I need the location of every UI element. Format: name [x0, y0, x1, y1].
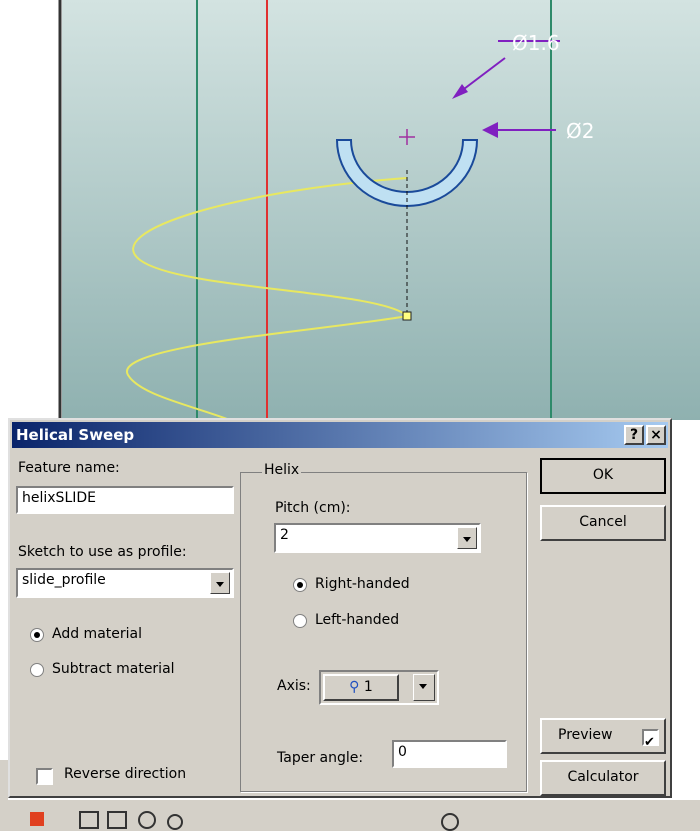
checkbox[interactable] — [642, 728, 659, 758]
center-mark — [399, 129, 415, 145]
label: Taper angle: — [277, 750, 364, 766]
start-point — [402, 311, 412, 321]
dropdown-value: 2 — [280, 527, 289, 543]
close-button[interactable]: × — [646, 425, 666, 445]
dialog-title: Helical Sweep — [16, 426, 135, 444]
axis-value: 1 — [363, 679, 373, 695]
text-input[interactable]: helixSLIDE — [16, 486, 234, 514]
label: Add material — [52, 626, 142, 642]
graphics-area — [62, 0, 700, 420]
radio-button[interactable] — [293, 614, 307, 628]
label: Sketch to use as profile: — [18, 544, 187, 560]
dimension: Ø2 — [566, 119, 594, 143]
dialog: Helical Sweep ? × Feature name: helixSLI… — [8, 418, 672, 798]
label: Pitch (cm): — [275, 500, 351, 516]
label: Subtract material — [52, 661, 175, 677]
button-label: Preview — [558, 727, 613, 743]
helix-curve — [126, 177, 410, 421]
dropdown-value: slide_profile — [22, 572, 106, 588]
calculator-button[interactable]: Calculator — [540, 760, 666, 796]
checkbox[interactable] — [36, 768, 53, 785]
radio-button[interactable] — [293, 578, 307, 592]
title-bar: Helical Sweep ? × — [12, 422, 668, 448]
axis-button[interactable]: ⚲ 1 — [323, 674, 399, 701]
preview-button[interactable]: Preview — [540, 718, 666, 758]
label: Reverse direction — [64, 766, 187, 782]
toolbar — [0, 800, 700, 831]
dropdown[interactable]: slide_profile — [16, 568, 234, 598]
text-input[interactable]: 0 — [392, 740, 507, 768]
axis-selector[interactable]: ⚲ 1 — [319, 670, 439, 705]
radio-button[interactable] — [30, 628, 44, 642]
ok-button[interactable]: OK — [540, 458, 666, 494]
group-title: Helix — [262, 462, 302, 478]
label: Feature name: — [18, 460, 120, 476]
dimension: Ø1.6 — [512, 31, 560, 55]
dropdown[interactable]: 2 — [274, 523, 481, 553]
label: Axis: — [277, 678, 311, 694]
label: Left-handed — [315, 612, 400, 628]
group-box — [240, 472, 527, 792]
profile-arc — [335, 139, 479, 207]
help-button[interactable]: ? — [624, 425, 644, 445]
cancel-button[interactable]: Cancel — [540, 505, 666, 541]
label: Right-handed — [315, 576, 410, 592]
radio-button[interactable] — [30, 663, 44, 677]
